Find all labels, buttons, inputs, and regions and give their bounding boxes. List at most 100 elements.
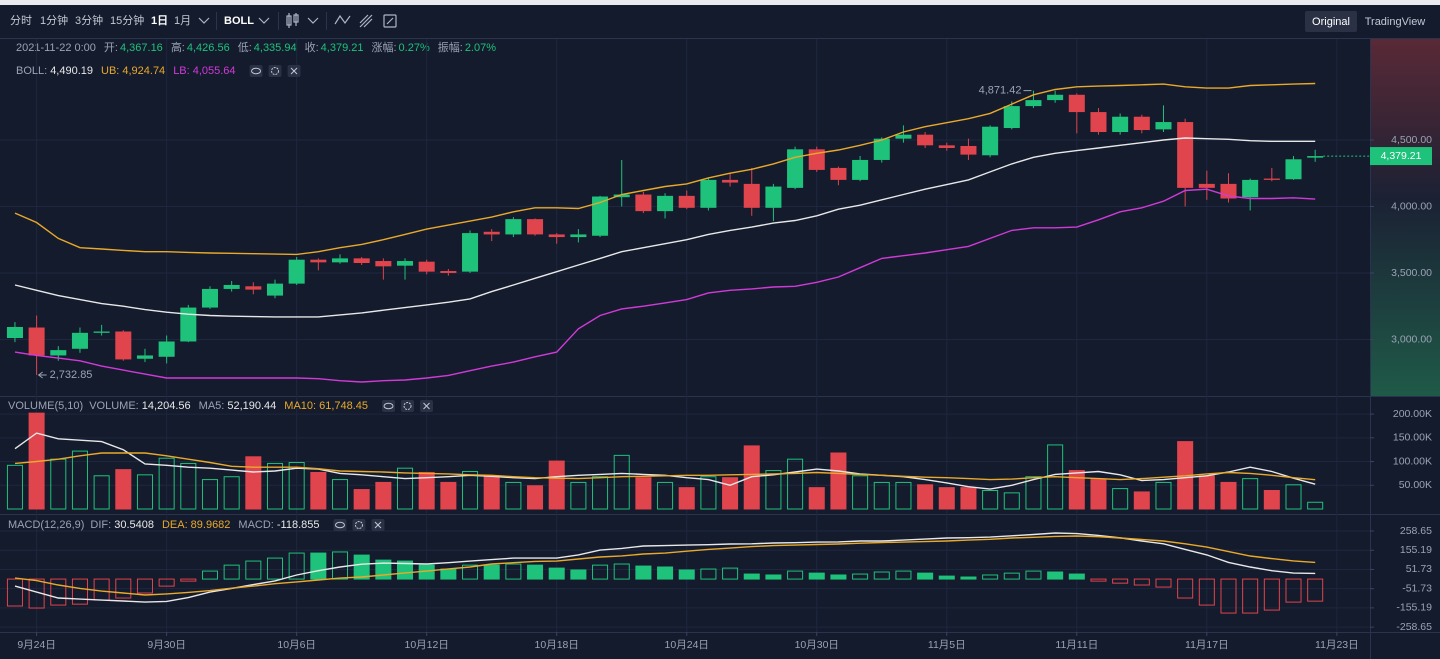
macd-bar — [483, 564, 500, 580]
volume-bar — [613, 454, 630, 510]
y-tick-label: -51.73 — [1402, 582, 1432, 594]
macd-bar — [960, 576, 977, 580]
volume-bar — [548, 460, 565, 510]
view-button[interactable]: TradingView — [1365, 16, 1426, 28]
interval-button[interactable]: 分时 — [10, 14, 32, 27]
volume-bar — [136, 474, 153, 510]
y-tick-label: 200.00K — [1393, 408, 1432, 420]
legend-value: 4,490.19 — [50, 65, 93, 77]
indicator-line — [14, 137, 1316, 318]
volume-bar — [71, 450, 88, 510]
eye-icon — [251, 67, 262, 75]
y-tick-label: -155.19 — [1396, 602, 1432, 614]
toolbar: 分时 1分钟 3分钟 15分钟 1日 1月 BOLL Original Trad… — [10, 11, 1425, 32]
indicator-line — [14, 188, 1316, 383]
candle-body — [700, 179, 717, 208]
interval-button[interactable]: 1日 — [151, 14, 168, 27]
candle-body — [570, 234, 587, 238]
header-label: 高: — [171, 40, 185, 54]
dropdown-icon[interactable] — [307, 17, 319, 24]
line-tool-icon[interactable] — [334, 14, 351, 25]
legend-value: -118.855 — [277, 519, 320, 531]
dropdown-icon[interactable] — [258, 17, 270, 24]
x-tick-label: 11月17日 — [1185, 639, 1229, 651]
volume-bar — [201, 479, 219, 510]
macd-bar — [570, 569, 587, 580]
volume-bar — [743, 445, 760, 510]
eye-icon — [383, 402, 394, 410]
candle-body — [1198, 183, 1215, 188]
candle-body — [1307, 156, 1324, 158]
volume-bar — [245, 456, 262, 510]
header-value: 4,335.94 — [254, 42, 297, 54]
macd-bar — [136, 578, 153, 594]
volume-bar — [1220, 481, 1237, 510]
macd-bar — [201, 570, 219, 580]
indicator-button[interactable]: BOLL — [224, 15, 254, 27]
header-value: 4,379.21 — [321, 42, 364, 54]
candle-body — [917, 134, 934, 146]
header-value: 2.07% — [465, 42, 496, 54]
interval-button[interactable]: 1分钟 — [40, 13, 68, 27]
low-pointer — [37, 371, 43, 379]
indicator-title: MACD(12,26,9) — [8, 519, 84, 531]
macd-bar — [678, 569, 695, 580]
volume-bar — [288, 461, 305, 510]
macd-bar — [635, 565, 652, 580]
volume-bar — [1242, 478, 1259, 510]
volume-bar — [678, 487, 695, 510]
candle-body — [440, 270, 457, 273]
legend-label: MA5: — [199, 400, 225, 412]
candle-body — [418, 261, 435, 272]
draw-tool-icon[interactable] — [359, 14, 373, 28]
indicator-line — [14, 452, 1316, 481]
screenshot-icon[interactable] — [383, 14, 397, 28]
candle-body — [787, 149, 804, 188]
indicator-line — [14, 535, 1316, 596]
legend-label: LB: — [173, 65, 190, 77]
macd-bar — [462, 564, 479, 580]
macd-bar — [1242, 578, 1259, 614]
legend-button[interactable] — [401, 400, 415, 412]
macd-bar — [1155, 578, 1172, 588]
volume-bar — [440, 481, 457, 510]
macd-bar — [93, 578, 110, 601]
legend-button[interactable] — [382, 400, 396, 412]
candle-type-icon[interactable] — [286, 13, 299, 28]
interval-button[interactable]: 15分钟 — [110, 13, 144, 27]
candle-body — [397, 261, 414, 266]
legend-button[interactable] — [352, 519, 366, 531]
macd-bar — [1285, 578, 1302, 603]
legend-value: 30.5408 — [114, 519, 154, 531]
dropdown-icon[interactable] — [198, 17, 210, 24]
macd-bar — [1177, 578, 1194, 599]
macd-bar — [895, 570, 912, 580]
y-tick-label: 51.73 — [1406, 563, 1432, 575]
volume-bar — [505, 481, 522, 510]
interval-button[interactable]: 1月 — [174, 15, 191, 27]
view-button[interactable]: Original — [1312, 16, 1350, 28]
legend-button[interactable] — [268, 65, 282, 77]
gear-icon — [271, 67, 280, 75]
legend-value: 52,190.44 — [227, 400, 276, 412]
view-button-bg[interactable] — [1305, 11, 1357, 32]
candle-body — [223, 284, 240, 289]
candle-body — [1025, 100, 1042, 107]
macd-bar — [657, 566, 674, 580]
volume-bar — [310, 471, 327, 510]
legend-value: 4,924.74 — [122, 65, 165, 77]
legend-button[interactable] — [333, 519, 347, 531]
candle-body — [722, 179, 739, 183]
last-price-tag — [1370, 147, 1432, 166]
macd-bar — [6, 578, 23, 607]
macd-bar — [938, 575, 955, 580]
macd-bar — [1047, 571, 1064, 580]
y-tick-label: -258.65 — [1396, 621, 1432, 633]
legend-button[interactable] — [249, 65, 263, 77]
volume-bar — [917, 484, 934, 510]
interval-button[interactable]: 3分钟 — [75, 13, 103, 27]
candle-body — [136, 355, 153, 359]
volume-bar — [592, 476, 609, 510]
candle-body — [180, 307, 197, 342]
